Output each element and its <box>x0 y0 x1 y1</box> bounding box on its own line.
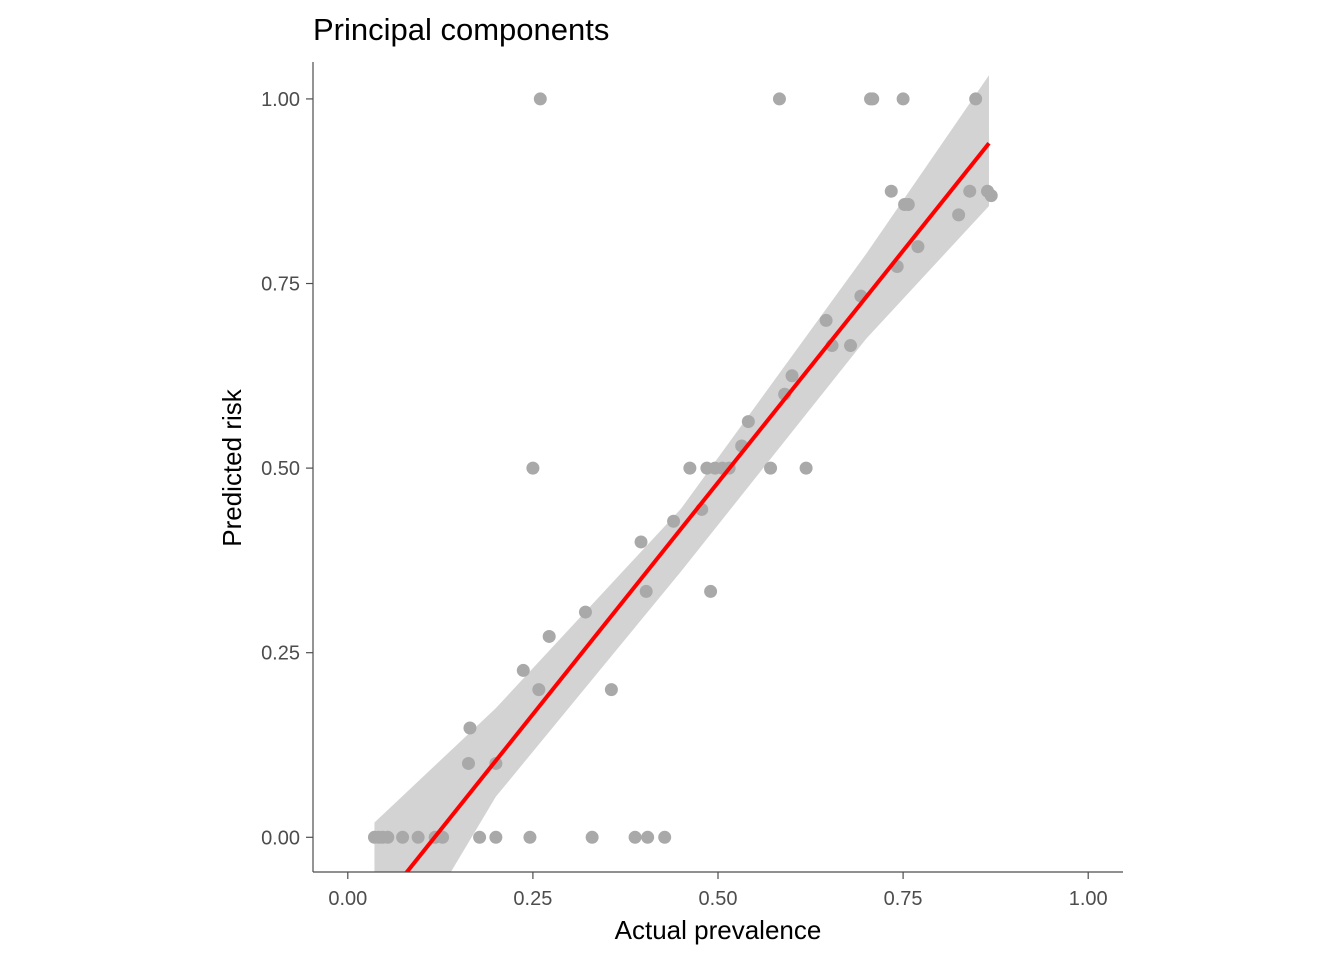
data-point <box>764 461 778 475</box>
data-point <box>704 584 718 598</box>
data-point <box>604 683 618 697</box>
data-point <box>785 369 799 383</box>
data-point <box>523 830 537 844</box>
y-axis-title: Predicted risk <box>217 388 247 546</box>
y-tick-label: 0.00 <box>261 827 300 849</box>
x-tick-label: 1.00 <box>1069 888 1108 910</box>
data-point <box>542 629 556 643</box>
fit-line-layer <box>404 141 991 872</box>
data-point <box>533 92 547 106</box>
data-point <box>667 514 681 528</box>
x-tick-label: 0.00 <box>328 888 367 910</box>
data-point <box>526 461 540 475</box>
data-point <box>799 461 813 475</box>
data-point <box>984 189 998 203</box>
data-point <box>741 415 755 429</box>
data-point <box>489 830 503 844</box>
data-point <box>634 535 648 549</box>
data-point <box>463 721 477 735</box>
data-point <box>411 830 425 844</box>
data-point <box>952 208 966 222</box>
axes-layer: 0.00 0.25 0.50 0.75 1.00 0.00 0.25 0.50 0.75 1.00 <box>261 62 1123 910</box>
y-tick-label: 1.00 <box>261 89 300 111</box>
data-point <box>461 756 475 770</box>
points-layer <box>367 92 998 844</box>
data-point <box>473 830 487 844</box>
data-point <box>658 830 672 844</box>
data-point <box>585 830 599 844</box>
data-point <box>683 461 697 475</box>
data-point <box>578 605 592 619</box>
data-point <box>639 584 653 598</box>
x-tick-label: 0.75 <box>884 888 923 910</box>
data-point <box>396 830 410 844</box>
y-tick-label: 0.50 <box>261 458 300 480</box>
data-point <box>866 92 880 106</box>
data-point <box>844 339 858 353</box>
y-tick-label: 0.25 <box>261 643 300 665</box>
x-tick-label: 0.25 <box>513 888 552 910</box>
data-point <box>911 240 925 254</box>
data-point <box>516 663 530 677</box>
confidence-band-layer <box>374 75 989 872</box>
data-point <box>628 830 642 844</box>
y-tick-label: 0.75 <box>261 274 300 296</box>
confidence-band <box>374 75 989 872</box>
data-point <box>641 830 655 844</box>
chart-title: Principal components <box>313 12 609 47</box>
data-point <box>896 92 910 106</box>
x-axis-title: Actual prevalence <box>615 915 822 945</box>
x-tick-label: 0.50 <box>699 888 738 910</box>
data-point <box>381 830 395 844</box>
data-point <box>963 184 977 198</box>
fit-line <box>404 141 991 872</box>
data-point <box>884 184 898 198</box>
data-point <box>969 92 983 106</box>
data-point <box>901 198 915 212</box>
data-point <box>772 92 786 106</box>
data-point <box>819 313 833 327</box>
data-point <box>532 683 546 697</box>
